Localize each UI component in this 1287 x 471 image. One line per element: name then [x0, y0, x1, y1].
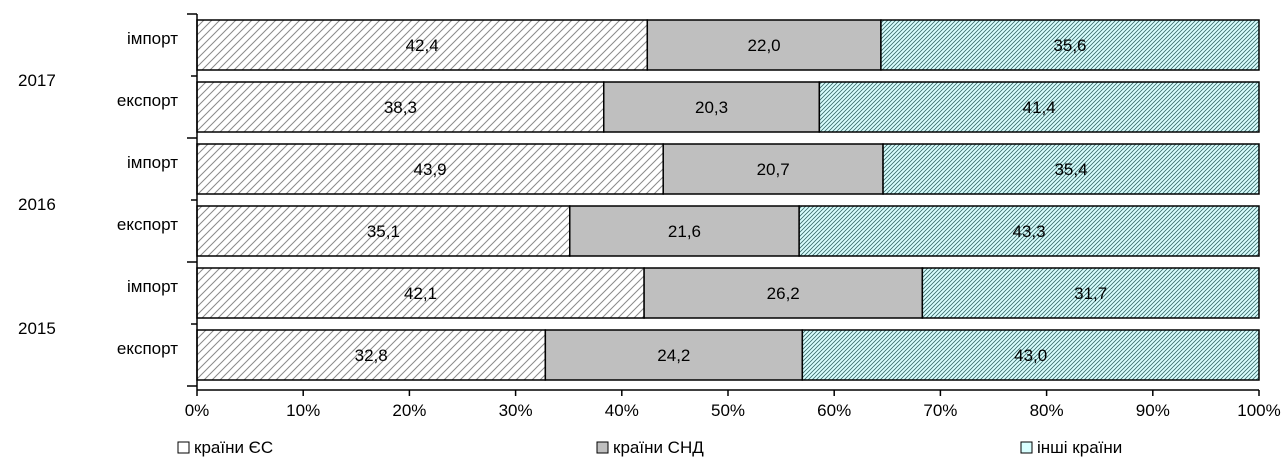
value-axis-tick-label: 30%: [499, 401, 533, 420]
bar-value-label: 21,6: [668, 222, 701, 241]
bar-segment-2017-export-s2: [818, 81, 1260, 133]
value-axis-tick-label: 0%: [185, 401, 210, 420]
value-axis-tick-label: 50%: [711, 401, 745, 420]
group-label-2017: 2017: [18, 71, 56, 90]
bar-segment-2016-import-s0: [196, 143, 664, 195]
value-axis-tick-label: 90%: [1136, 401, 1170, 420]
row-label: імпорт: [127, 277, 178, 296]
bar-segment-2015-import-s2: [921, 267, 1260, 319]
legend: країни ЄС країни СНД інші країни: [177, 438, 1122, 457]
bar-segment-2017-import-s0: [196, 19, 649, 71]
bar-value-label: 42,1: [404, 284, 437, 303]
row-label: імпорт: [127, 29, 178, 48]
legend-swatch-0: [177, 441, 190, 454]
bar-segment-2017-import-s1: [646, 19, 882, 71]
bar-value-label: 41,4: [1023, 98, 1056, 117]
bar-segment-2015-import-s0: [196, 267, 645, 319]
value-axis-tick-label: 100%: [1237, 401, 1280, 420]
bar-segment-2016-export-s0: [196, 205, 571, 257]
bar-value-label: 35,4: [1054, 160, 1087, 179]
legend-swatch-2: [1020, 441, 1033, 454]
value-axis-tick-label: 80%: [1030, 401, 1064, 420]
bar-value-label: 32,8: [355, 346, 388, 365]
group-label-2016: 2016: [18, 195, 56, 214]
bar-value-label: 20,3: [695, 98, 728, 117]
bar-value-label: 35,6: [1053, 36, 1086, 55]
group-label-2015: 2015: [18, 319, 56, 338]
row-label: експорт: [117, 339, 178, 358]
bar-value-label: 38,3: [384, 98, 417, 117]
bar-value-label: 42,4: [406, 36, 439, 55]
value-axis-tick-label: 10%: [286, 401, 320, 420]
legend-label-0: країни ЄС: [194, 438, 273, 457]
bar-value-label: 43,0: [1014, 346, 1047, 365]
bar-value-label: 24,2: [657, 346, 690, 365]
legend-label-1: країни СНД: [613, 438, 704, 457]
bar-value-label: 26,2: [767, 284, 800, 303]
value-axis-tick-label: 60%: [817, 401, 851, 420]
bar-segment-2015-export-s2: [801, 329, 1260, 381]
row-label: імпорт: [127, 153, 178, 172]
bars-layer: 42,4 22,0 35,6 38,3 20,3 41,4 43,9 20,7 35,4 35,1…: [196, 19, 1260, 381]
bar-value-label: 43,3: [1013, 222, 1046, 241]
bar-value-label: 43,9: [414, 160, 447, 179]
bar-segment-2016-export-s2: [798, 205, 1260, 257]
row-label: експорт: [117, 91, 178, 110]
bar-value-label: 35,1: [367, 222, 400, 241]
bar-segment-2016-import-s2: [882, 143, 1260, 195]
value-axis-tick-label: 70%: [923, 401, 957, 420]
axes-layer: імпорт експорт імпорт експорт імпорт експорт 2…: [18, 13, 1281, 420]
legend-label-2: інші країни: [1037, 438, 1122, 457]
bar-value-label: 20,7: [757, 160, 790, 179]
value-axis-tick-label: 40%: [605, 401, 639, 420]
bar-segment-2015-export-s1: [544, 329, 804, 381]
value-axis-tick-label: 20%: [392, 401, 426, 420]
row-label: експорт: [117, 215, 178, 234]
bar-value-label: 22,0: [748, 36, 781, 55]
legend-swatch-1: [596, 441, 609, 454]
bar-segment-2017-import-s2: [880, 19, 1260, 71]
bar-segment-2016-import-s1: [662, 143, 884, 195]
bar-segment-2015-import-s1: [643, 267, 924, 319]
bar-segment-2017-export-s1: [602, 81, 821, 133]
bar-value-label: 31,7: [1074, 284, 1107, 303]
